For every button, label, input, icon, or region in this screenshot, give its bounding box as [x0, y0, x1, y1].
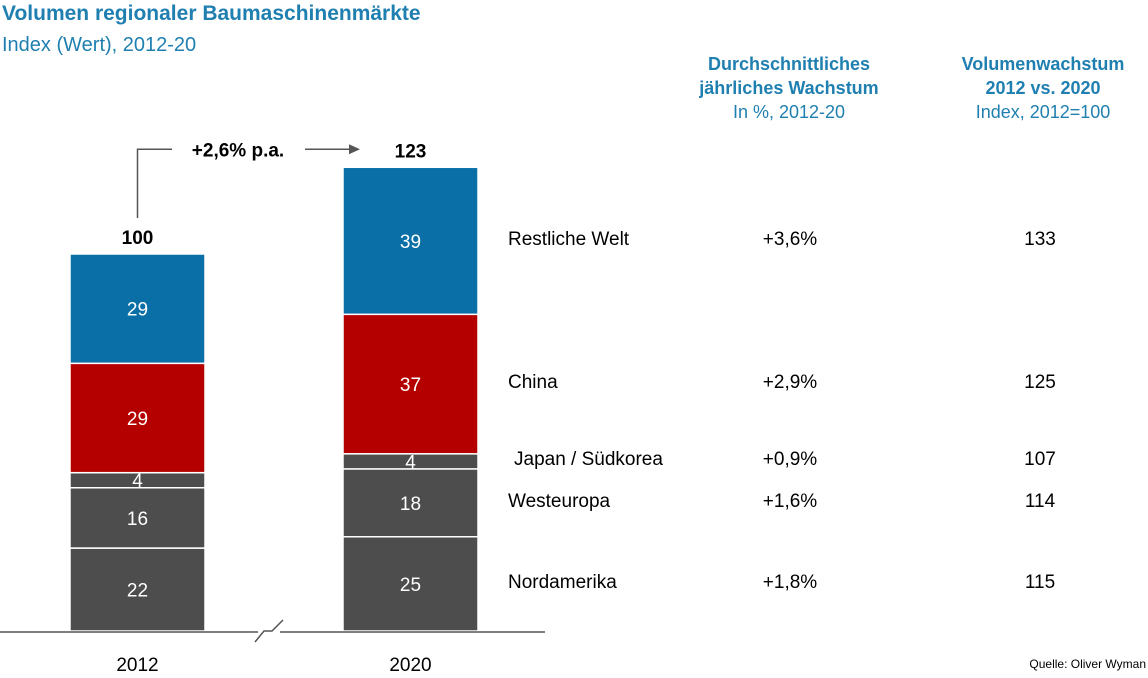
- growth-header-line2: jährliches Wachstum: [699, 78, 879, 98]
- volume-index-value: 125: [1024, 372, 1056, 394]
- chart-subtitle: Index (Wert), 2012-20: [2, 34, 197, 56]
- volume-index-value: 133: [1024, 228, 1056, 250]
- segment-value-label: 16: [127, 509, 148, 530]
- region-label: China: [508, 372, 558, 394]
- bar-total-label: 123: [395, 141, 427, 162]
- bar-segment: [342, 536, 479, 632]
- segment-value-label: 29: [127, 300, 148, 321]
- segment-value-label: 25: [400, 575, 421, 596]
- bar-segment: [342, 313, 479, 455]
- region-label: Westeuropa: [508, 490, 611, 512]
- growth-column-header: Durchschnittliches jährliches Wachstum I…: [660, 52, 918, 124]
- volume-column-header: Volumenwachstum 2012 vs. 2020 Index, 201…: [930, 52, 1148, 124]
- bar-segment: [342, 468, 479, 538]
- source-note: Quelle: Oliver Wyman: [1029, 657, 1146, 671]
- segment-value-label: 37: [400, 375, 421, 396]
- growth-rate-value: +3,6%: [762, 228, 818, 250]
- bar-segment: [69, 547, 206, 632]
- segment-value-label: 4: [132, 471, 143, 492]
- growth-rate-value: +1,6%: [762, 490, 818, 512]
- bar-segment: [69, 362, 206, 474]
- x-tick-label: 2020: [389, 655, 431, 676]
- growth-header-sub: In %, 2012-20: [732, 102, 846, 122]
- bar-total-label: 100: [122, 228, 154, 249]
- x-tick-label: 2012: [116, 655, 158, 676]
- volume-index-value: 115: [1024, 571, 1056, 593]
- volume-index-value: 114: [1024, 490, 1056, 512]
- volume-index-value: 107: [1024, 449, 1056, 471]
- region-label: Japan / Südkorea: [514, 449, 663, 471]
- growth-rate-value: +0,9%: [762, 449, 818, 471]
- region-label: Nordamerika: [508, 571, 617, 593]
- volume-header-sub: Index, 2012=100: [975, 102, 1111, 122]
- volume-header-line2: 2012 vs. 2020: [985, 78, 1101, 98]
- growth-arrow-head: [349, 144, 360, 155]
- growth-header-line1: Durchschnittliches: [707, 54, 871, 74]
- growth-arrow-line: [136, 148, 172, 218]
- segment-value-label: 22: [127, 581, 148, 602]
- segment-value-label: 39: [400, 232, 421, 253]
- bar-segment: [69, 486, 206, 549]
- growth-rate-value: +2,9%: [762, 372, 818, 394]
- axis-break-mark: [254, 619, 284, 643]
- growth-rate-value: +1,8%: [762, 571, 818, 593]
- region-label: Restliche Welt: [508, 228, 630, 250]
- segment-value-label: 29: [127, 409, 148, 430]
- volume-header-line1: Volumenwachstum: [961, 54, 1125, 74]
- segment-value-label: 4: [405, 452, 416, 473]
- chart-title: Volumen regionaler Baumaschinenmärkte: [2, 2, 421, 25]
- bar-segment: [69, 253, 206, 365]
- bar-segment: [342, 166, 479, 316]
- segment-value-label: 18: [400, 494, 421, 515]
- growth-annotation: +2,6% p.a.: [192, 140, 284, 161]
